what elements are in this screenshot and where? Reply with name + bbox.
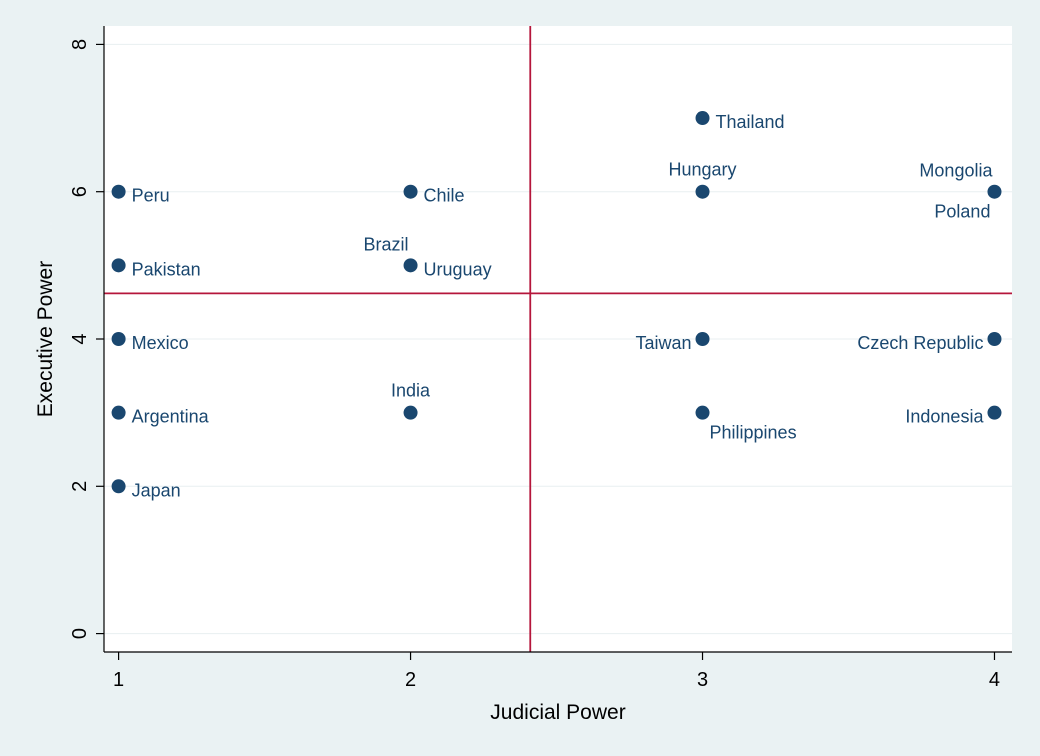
data-label: India <box>391 381 431 401</box>
data-label: Poland <box>934 202 990 222</box>
y-tick-label: 2 <box>69 481 91 492</box>
data-label: Hungary <box>668 160 736 180</box>
data-points <box>111 111 1002 494</box>
x-tick-label: 2 <box>405 669 416 691</box>
x-tick-label: 1 <box>113 669 124 691</box>
data-label: Peru <box>132 186 170 206</box>
data-label: Argentina <box>132 407 210 427</box>
y-tick-label: 4 <box>69 333 91 344</box>
data-point <box>987 184 1002 199</box>
data-point <box>403 405 418 420</box>
data-label: Thailand <box>716 112 785 132</box>
data-label: Mongolia <box>919 161 993 181</box>
data-label: Czech Republic <box>857 333 983 353</box>
y-tick-label: 6 <box>69 186 91 197</box>
data-point <box>695 184 710 199</box>
data-label: Taiwan <box>635 333 691 353</box>
data-point <box>695 111 710 126</box>
data-point <box>403 184 418 199</box>
data-labels: Peru Pakistan Mexico Argentina Japan Chile Bra… <box>132 112 994 500</box>
data-point <box>111 184 126 199</box>
data-point <box>111 405 126 420</box>
y-tick-label: 0 <box>69 628 91 639</box>
data-point <box>111 479 126 494</box>
reference-lines <box>104 26 1012 652</box>
y-tick-label: 8 <box>69 39 91 50</box>
x-axis-title: Judicial Power <box>490 701 625 724</box>
y-axis-title: Executive Power <box>34 261 57 417</box>
data-point <box>987 405 1002 420</box>
x-tick-label: 3 <box>697 669 708 691</box>
data-point <box>403 258 418 273</box>
data-label: Mexico <box>132 333 189 353</box>
data-label: Uruguay <box>424 259 492 279</box>
grid-lines <box>104 43 1012 635</box>
data-label: Japan <box>132 480 181 500</box>
data-label: Chile <box>424 186 465 206</box>
data-point <box>111 332 126 346</box>
data-point <box>695 332 710 346</box>
data-label: Philippines <box>710 423 797 443</box>
data-point <box>695 405 710 420</box>
data-label: Pakistan <box>132 259 201 279</box>
x-tick-label: 4 <box>989 669 1000 691</box>
data-point <box>987 332 1002 346</box>
data-point <box>111 258 126 273</box>
data-label: Indonesia <box>905 407 984 427</box>
data-label: Brazil <box>364 234 409 254</box>
axes: 0 2 4 6 8 1 2 3 4 <box>69 26 1012 691</box>
